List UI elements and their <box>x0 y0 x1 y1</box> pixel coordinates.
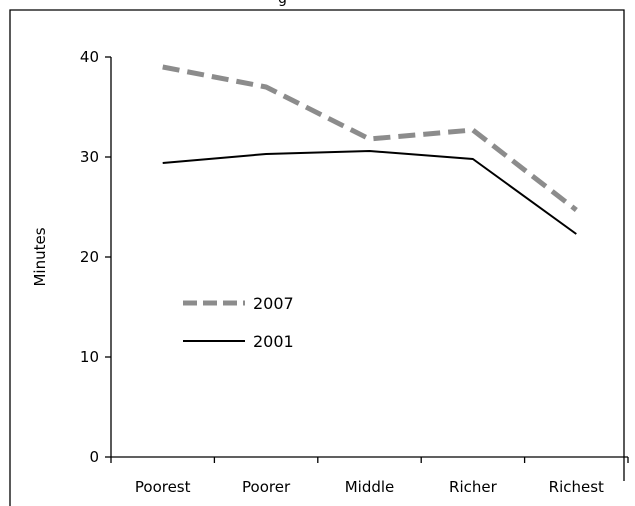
series-line-2001 <box>162 150 577 235</box>
y-axis-title: Minutes <box>31 227 49 286</box>
y-tick-label: 0 <box>89 448 99 466</box>
x-tick-label: Poorer <box>242 478 291 496</box>
y-tick-label: 30 <box>80 148 99 166</box>
x-tick-label: Richest <box>549 478 604 496</box>
x-tick-label: Poorest <box>135 478 191 496</box>
y-tick-label: 20 <box>80 248 99 266</box>
y-tick-label: 10 <box>80 348 99 366</box>
chart-title-fragment: g <box>0 0 635 10</box>
x-tick-label: Richer <box>449 478 498 496</box>
chart-area-border <box>9 9 625 506</box>
y-tick-label: 40 <box>80 48 99 66</box>
legend-label-2007: 2007 <box>253 294 294 313</box>
chart-title-text: g <box>278 0 287 7</box>
x-tick-label: Middle <box>345 478 395 496</box>
legend-label-2001: 2001 <box>253 332 294 351</box>
